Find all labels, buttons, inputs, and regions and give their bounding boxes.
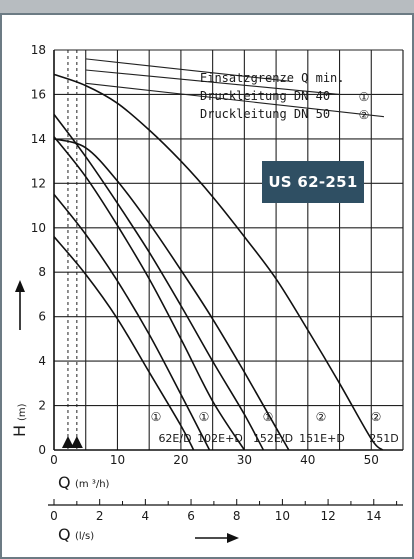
y-axis-unit: (m) (17, 403, 28, 421)
qmin-triangle-marker (61, 436, 74, 448)
curve-62e-d (53, 236, 195, 451)
curve-151e-d (53, 113, 265, 451)
y-tick-label: 16 (31, 87, 46, 101)
x-axis-unit: (m ³/h) (75, 479, 110, 490)
legend-marker: ② (359, 108, 370, 122)
x-tick-label: 30 (237, 453, 252, 467)
model-badge: US 62-251 (262, 161, 364, 203)
x-tick-label: 40 (300, 453, 315, 467)
dn-reference-lines (85, 58, 385, 118)
x2-tick-label: 14 (366, 509, 381, 523)
y-tick-label: 6 (38, 310, 46, 324)
qmin-dashed-lines (67, 50, 78, 450)
y-tick-label: 14 (31, 132, 46, 146)
x2-tick-label: 8 (233, 509, 241, 523)
series-label: 152E/D (253, 432, 293, 445)
curve-extra (53, 138, 290, 451)
x2-axis-title: Q (58, 525, 71, 544)
series-label: 62E/D (158, 432, 191, 445)
x2-tick-label: 12 (320, 509, 335, 523)
legend-entry: Druckleitung DN 40 (200, 89, 330, 103)
y-axis-title: H (10, 425, 29, 437)
top-strip (0, 0, 414, 14)
series-label: 151E+D (299, 432, 345, 445)
series-marker: ① (199, 410, 210, 424)
x2-tick-label: 2 (96, 509, 104, 523)
legend-entry: Einsatzgrenze Q min. (200, 71, 345, 85)
dn-line (85, 69, 340, 95)
qmin-triangle-marker (70, 436, 83, 448)
x2-tick-label: 4 (142, 509, 150, 523)
series-marker: ① (151, 410, 162, 424)
series-marker: ① (263, 410, 274, 424)
series-marker: ② (316, 410, 327, 424)
curve-251d (53, 73, 384, 451)
y-tick-label: 4 (38, 354, 46, 368)
tick-labels: 0 2 4 6 8 10 12 14 16 18 0 10 20 30 40 50 (31, 43, 379, 467)
y-direction-arrow-head (15, 280, 25, 292)
dn-line (85, 82, 385, 118)
axes (53, 50, 403, 451)
curve-152e-d (53, 136, 246, 451)
x2-tick-label: 6 (187, 509, 195, 523)
series-marker: ② (371, 410, 382, 424)
legend: Einsatzgrenze Q min. Druckleitung DN 40 ① D… (200, 71, 369, 122)
x2-axis-unit: (l/s) (75, 531, 94, 542)
y-tick-label: 10 (31, 221, 46, 235)
series-label: 102E+D (197, 432, 243, 445)
dn-line (85, 58, 289, 82)
outer-border (0, 13, 414, 559)
series-label: 251D (369, 432, 398, 445)
secondary-axis: 0 2 4 6 8 10 12 14 (48, 499, 403, 523)
x-tick-label: 50 (364, 453, 379, 467)
y-tick-label: 0 (38, 443, 46, 457)
arrows-and-markers (15, 280, 239, 543)
performance-curves (53, 73, 384, 451)
x-tick-label: 0 (50, 453, 58, 467)
x-tick-label: 10 (110, 453, 125, 467)
x-axis-title: Q (58, 473, 71, 492)
curve-102e-d (53, 193, 211, 451)
legend-marker: ① (359, 90, 370, 104)
x2-tick-label: 10 (275, 509, 290, 523)
y-tick-label: 12 (31, 176, 46, 190)
legend-entry: Druckleitung DN 50 (200, 107, 330, 121)
series-labels: 62E/D ① 102E+D ① 152E/D ① 151E+D ② 251D ② (151, 410, 399, 445)
axis-titles: Q (m ³/h) Q (l/s) H (m) (10, 403, 110, 544)
y-tick-label: 18 (31, 43, 46, 57)
x-direction-arrow-head (227, 533, 239, 543)
y-tick-label: 8 (38, 265, 46, 279)
x2-tick-label: 0 (50, 509, 58, 523)
x-tick-label: 20 (173, 453, 188, 467)
y-tick-label: 2 (38, 399, 46, 413)
y-axis-title-group: H (m) (10, 403, 29, 437)
